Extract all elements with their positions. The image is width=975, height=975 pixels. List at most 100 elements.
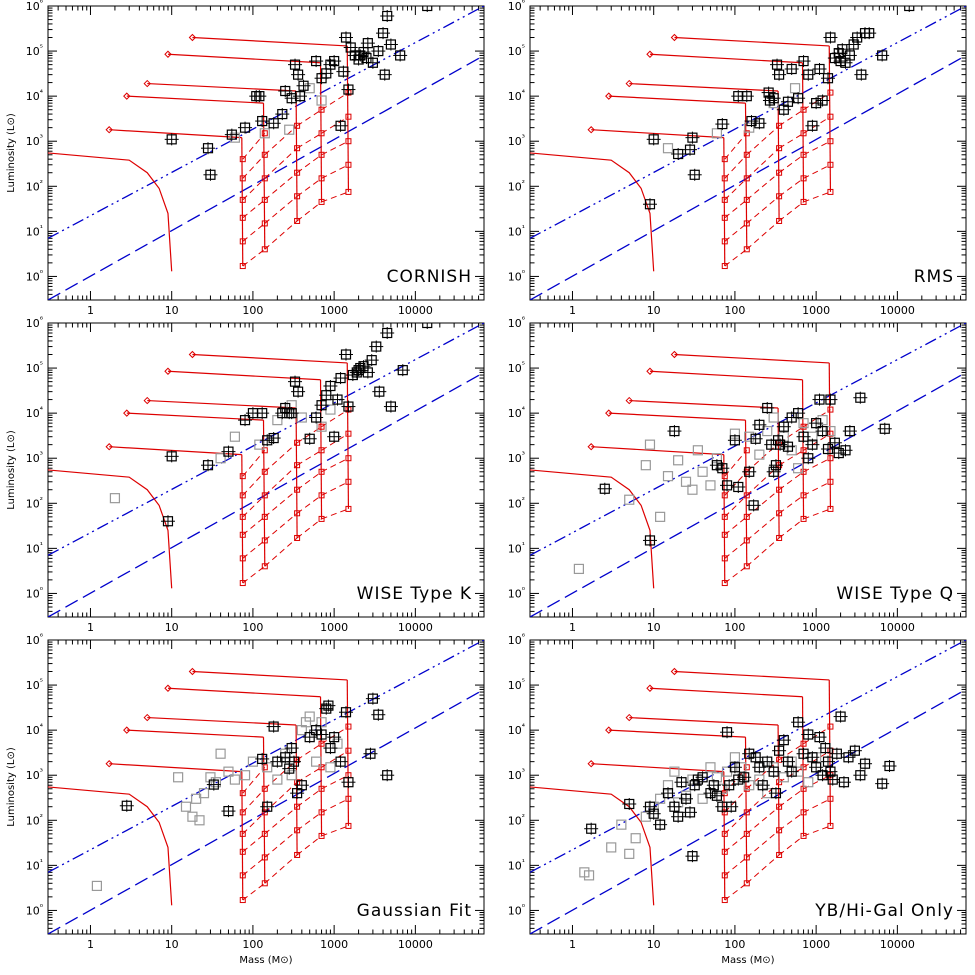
y-tick-base: 10 bbox=[26, 0, 40, 13]
track-connector bbox=[778, 811, 804, 831]
source-marker-grey bbox=[687, 484, 698, 495]
track-mark bbox=[721, 872, 728, 879]
source-marker bbox=[362, 38, 373, 49]
track-connector bbox=[296, 201, 322, 222]
source-marker bbox=[798, 431, 809, 442]
y-tick-exponent: ⁶ bbox=[40, 632, 43, 641]
x-tick-label: 10 bbox=[165, 938, 179, 951]
source-marker bbox=[166, 451, 177, 462]
track-connector bbox=[724, 766, 748, 794]
source-marker bbox=[340, 349, 352, 360]
track-mark bbox=[318, 515, 325, 522]
track-start-marker bbox=[670, 667, 679, 676]
track-start-marker bbox=[646, 367, 654, 375]
track-mark bbox=[345, 161, 352, 168]
track-mark bbox=[827, 406, 834, 413]
source-marker bbox=[296, 780, 307, 791]
source-marker-grey bbox=[711, 128, 722, 139]
track-mark bbox=[827, 505, 834, 512]
source-marker bbox=[782, 756, 794, 767]
track-mark bbox=[776, 827, 783, 834]
track-connector bbox=[264, 442, 298, 473]
source-marker-grey bbox=[316, 421, 327, 432]
source-marker-grey bbox=[239, 770, 251, 781]
source-marker bbox=[226, 129, 237, 140]
source-marker bbox=[770, 788, 782, 799]
track-descent-line bbox=[319, 379, 323, 519]
track-connector bbox=[724, 833, 748, 853]
source-marker bbox=[904, 6, 915, 12]
track-mark bbox=[239, 175, 246, 182]
source-marker bbox=[793, 408, 804, 419]
track-connector bbox=[296, 788, 322, 808]
source-marker-grey bbox=[817, 415, 828, 426]
track-connector bbox=[242, 494, 266, 518]
y-tick-label: 10⁵ bbox=[26, 360, 43, 375]
source-marker bbox=[764, 95, 776, 106]
track-mark bbox=[800, 447, 807, 454]
source-marker-grey bbox=[606, 842, 617, 853]
source-marker-grey bbox=[109, 493, 121, 504]
source-marker-grey bbox=[798, 418, 809, 429]
track-accretion-line bbox=[674, 353, 830, 364]
y-tick-base: 10 bbox=[26, 542, 40, 555]
source-marker bbox=[811, 418, 822, 429]
source-marker bbox=[298, 80, 309, 91]
track-connector bbox=[746, 172, 780, 201]
source-marker bbox=[762, 756, 773, 767]
y-tick-label: 10¹ bbox=[26, 540, 43, 555]
y-tick-base: 10 bbox=[26, 497, 40, 510]
track-start-marker bbox=[625, 79, 633, 88]
y-tick-exponent: ⁵ bbox=[522, 43, 525, 52]
source-marker bbox=[744, 466, 755, 477]
track-accretion-line bbox=[608, 95, 746, 104]
plot-area bbox=[48, 6, 484, 300]
y-tick-exponent: ¹ bbox=[522, 223, 525, 232]
source-marker bbox=[294, 91, 306, 102]
source-marker bbox=[382, 327, 393, 339]
source-marker bbox=[365, 748, 376, 759]
source-marker bbox=[329, 55, 340, 67]
boundary-curve bbox=[530, 786, 655, 906]
y-tick-label: 10¹ bbox=[508, 540, 525, 555]
source-marker bbox=[239, 122, 251, 133]
source-marker-grey bbox=[173, 772, 184, 783]
source-marker bbox=[292, 386, 304, 397]
source-marker bbox=[644, 535, 656, 546]
source-marker bbox=[741, 91, 752, 102]
source-marker-grey bbox=[662, 471, 674, 482]
track-connector bbox=[746, 147, 780, 179]
y-tick-base: 10 bbox=[508, 634, 522, 647]
y-tick-base: 10 bbox=[26, 45, 40, 58]
track-mark bbox=[318, 175, 325, 182]
y-tick-exponent: ⁴ bbox=[522, 405, 525, 414]
track-mark bbox=[721, 175, 728, 182]
source-marker bbox=[803, 69, 814, 80]
y-tick-base: 10 bbox=[508, 724, 522, 737]
track-connector bbox=[778, 449, 804, 466]
track-mark bbox=[721, 848, 728, 855]
source-marker bbox=[366, 355, 377, 366]
boundary-curve bbox=[48, 152, 173, 272]
source-marker bbox=[223, 446, 234, 457]
track-start-marker bbox=[123, 726, 131, 734]
y-tick-base: 10 bbox=[26, 135, 40, 148]
track-start-marker bbox=[123, 92, 131, 100]
track-mark bbox=[776, 510, 783, 517]
track-accretion-line bbox=[649, 687, 803, 698]
source-marker-grey bbox=[786, 445, 797, 456]
track-mark bbox=[743, 830, 750, 837]
track-mark bbox=[827, 188, 834, 195]
source-marker bbox=[689, 780, 700, 791]
y-tick-label: 10⁴ bbox=[26, 722, 43, 737]
source-marker bbox=[268, 118, 279, 129]
source-marker-grey bbox=[259, 128, 270, 139]
y-tick-label: 10⁰ bbox=[508, 902, 525, 917]
y-tick-base: 10 bbox=[508, 859, 522, 872]
track-mark bbox=[721, 238, 728, 245]
y-tick-base: 10 bbox=[26, 225, 40, 238]
track-connector bbox=[242, 449, 266, 477]
track-connector bbox=[242, 565, 266, 584]
source-marker bbox=[321, 703, 332, 714]
